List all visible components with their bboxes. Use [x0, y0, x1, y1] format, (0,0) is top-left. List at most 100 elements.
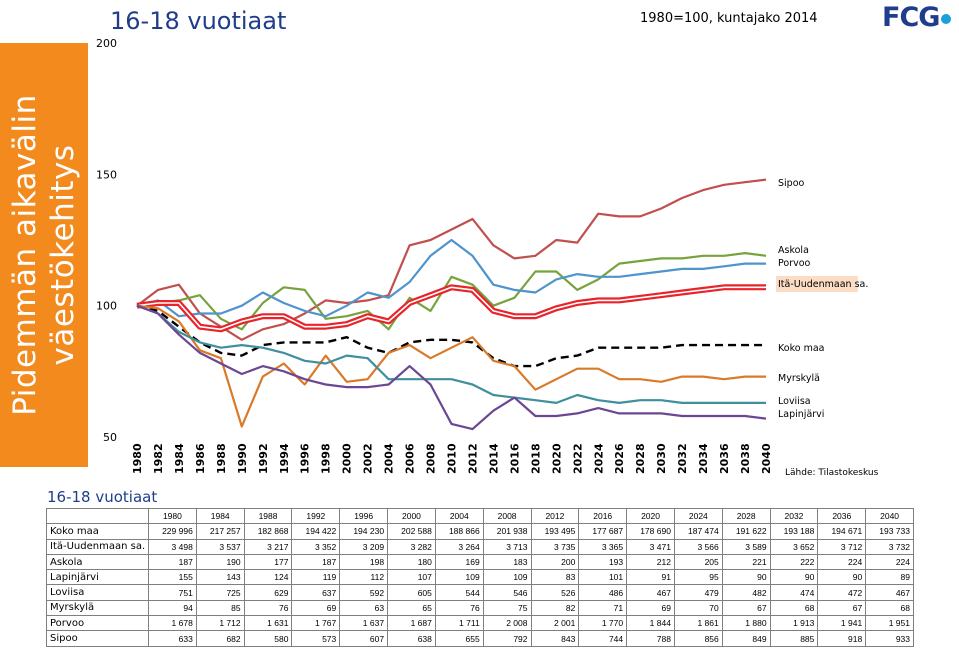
table-cell: 2 008: [482, 615, 532, 632]
end-label-askola: Askola: [778, 245, 809, 256]
x-tick-label: 2006: [404, 443, 417, 474]
table-cell: 217 257: [195, 523, 245, 540]
table-cell: 3 652: [769, 538, 819, 555]
table-cell: 637: [291, 584, 341, 601]
table-cell: 194 230: [339, 523, 389, 540]
table-cell: 1 861: [673, 615, 723, 632]
table-cell: 744: [578, 630, 628, 647]
table-cell: 101: [578, 569, 628, 586]
table-cell: 202 588: [387, 523, 436, 540]
table-column-header: 2000: [387, 507, 436, 525]
table-cell: 63: [339, 599, 389, 617]
table-cell: 67: [817, 599, 867, 617]
table-row-name: Koko maa: [46, 523, 149, 540]
table-cell: 224: [817, 553, 867, 571]
table-cell: 1 631: [243, 615, 293, 632]
table-cell: 169: [434, 553, 484, 571]
table-cell: 3 732: [865, 538, 914, 555]
chart-title: 16-18 vuotiaat: [110, 7, 287, 35]
table-cell: 94: [148, 599, 197, 617]
table-cell: 638: [387, 630, 436, 647]
table-row-name: Loviisa: [46, 584, 149, 601]
end-label-myrskyl: Myrskylä: [778, 373, 820, 384]
table-cell: 573: [291, 630, 341, 647]
table-row: Sipoo 633 682 580 573 607 638 655 792 843 744 788 85…: [46, 630, 914, 647]
table-cell: 479: [673, 584, 723, 601]
sidebar-band: Pidemmän aikavälin väestökehitys: [0, 43, 88, 467]
x-tick-label: 2026: [613, 443, 626, 474]
table-cell: 592: [339, 584, 389, 601]
table-cell: 849: [721, 630, 771, 647]
table-cell: 119: [291, 569, 341, 586]
table-cell: 474: [769, 584, 819, 601]
table-column-header: 1988: [243, 507, 293, 525]
table-cell: 3 209: [339, 538, 389, 555]
x-tick-label: 2028: [634, 443, 647, 474]
table-cell: 1 951: [865, 615, 914, 632]
table-cell: 76: [243, 599, 293, 617]
x-tick-label: 1992: [257, 443, 270, 474]
table-cell: 856: [673, 630, 723, 647]
x-tick-label: 2008: [425, 443, 438, 474]
end-label-loviisa: Loviisa: [778, 396, 811, 407]
table-cell: 187 474: [673, 523, 723, 540]
table-cell: 193: [578, 553, 628, 571]
data-table: 1980 1984 1988 1992 1996 2000 2004 2008 2012 2016…: [46, 507, 914, 647]
table-column-header: 2004: [434, 507, 484, 525]
table-cell: 109: [434, 569, 484, 586]
table-cell: 177 687: [578, 523, 628, 540]
x-tick-label: 2002: [362, 443, 375, 474]
table-cell: 221: [721, 553, 771, 571]
table-cell: 90: [817, 569, 867, 586]
end-label-sipoo: Sipoo: [778, 178, 805, 189]
table-cell: 655: [434, 630, 484, 647]
x-tick-label: 1988: [215, 443, 228, 474]
table-cell: 68: [769, 599, 819, 617]
x-tick-label: 1996: [299, 443, 312, 474]
table-title: 16-18 vuotiaat: [47, 488, 158, 506]
table-cell: 109: [482, 569, 532, 586]
table-cell: 751: [148, 584, 197, 601]
table-cell: 178 690: [626, 523, 675, 540]
table-cell: 75: [482, 599, 532, 617]
table-cell: 1 913: [769, 615, 819, 632]
table-cell: 725: [195, 584, 245, 601]
table-cell: 526: [530, 584, 580, 601]
plot-area: [126, 43, 766, 437]
table-cell: 187: [291, 553, 341, 571]
table-cell: 633: [148, 630, 197, 647]
table-cell: 68: [865, 599, 914, 617]
y-tick-label: 200: [96, 37, 117, 50]
table-column-header: 2036: [817, 507, 867, 525]
table-row: Askola 187 190 177 187 198 180 169 183 200 193 212 2…: [46, 553, 914, 571]
table-cell: 124: [243, 569, 293, 586]
table-row-name: Porvoo: [46, 615, 149, 632]
table-cell: 1 770: [578, 615, 628, 632]
table-cell: 1 941: [817, 615, 867, 632]
y-tick-label: 50: [103, 431, 117, 444]
fcg-logo-dot: [941, 14, 951, 24]
table-cell: 546: [482, 584, 532, 601]
table-row: Lapinjärvi 155 143 124 119 112 107 109 109 83 101 9…: [46, 569, 914, 586]
table-cell: 112: [339, 569, 389, 586]
table-cell: 95: [673, 569, 723, 586]
table-cell: 843: [530, 630, 580, 647]
table-column-header: 1984: [195, 507, 245, 525]
x-tick-label: 2010: [446, 443, 459, 474]
table-cell: 155: [148, 569, 197, 586]
table-cell: 605: [387, 584, 436, 601]
table-cell: 682: [195, 630, 245, 647]
table-column-header: 2020: [626, 507, 675, 525]
x-tick-label: 1984: [173, 443, 186, 474]
table-column-header: 2032: [769, 507, 819, 525]
table-cell: 200: [530, 553, 580, 571]
table-cell: 1 880: [721, 615, 771, 632]
series-line-loviisa: [136, 304, 766, 404]
table-cell: 187: [148, 553, 197, 571]
table-cell: 224: [865, 553, 914, 571]
table-row-name: Myrskylä: [46, 599, 149, 617]
table-cell: 69: [291, 599, 341, 617]
series-line-lapinj-rvi: [136, 304, 767, 431]
table-cell: 191 622: [721, 523, 771, 540]
table-cell: 1 687: [387, 615, 436, 632]
